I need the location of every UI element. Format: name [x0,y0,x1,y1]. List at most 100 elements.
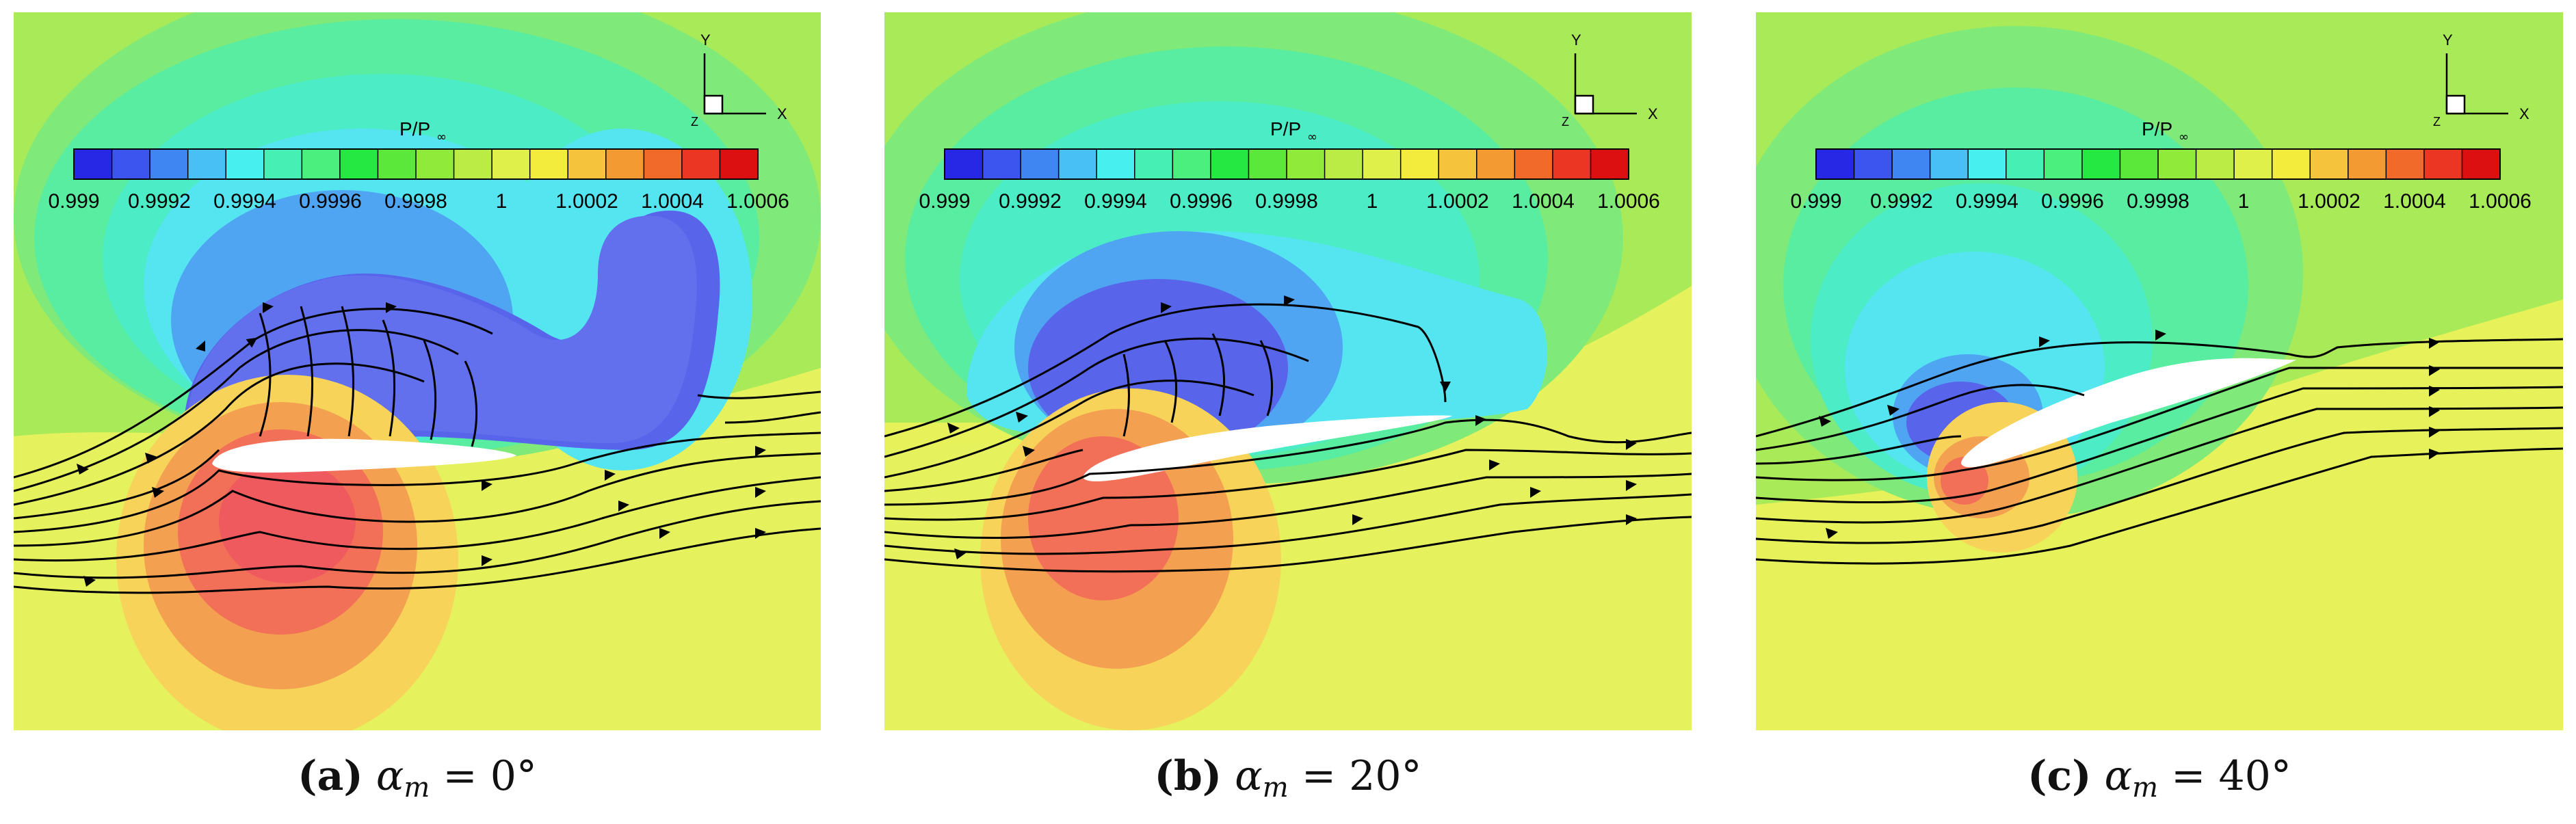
colorbar-swatch [982,149,1021,179]
axis-x-label: X [1648,105,1658,122]
colorbar-swatch [2386,149,2425,179]
panel-a: Y X Z P/P ∞ 0.999 0.9992 0.9994 0.9996 0.9998 1… [14,12,821,730]
colorbar-tick-label: 0.9998 [2127,190,2190,213]
colorbar-title-subscript: ∞ [2179,130,2189,144]
colorbar-swatch [150,149,189,179]
colorbar-swatch [1400,149,1439,179]
colorbar-tick-label: 1.0006 [2469,190,2532,213]
colorbar-title: P/P [399,118,430,139]
colorbar-swatch [2196,149,2235,179]
colorbar-swatch [302,149,341,179]
alpha-subscript: m [404,772,430,803]
colorbar-swatch [454,149,492,179]
colorbar-swatch [1816,149,1855,179]
axes-triad [703,53,766,115]
alpha-symbol: α [2104,752,2133,800]
colorbar-swatch [111,149,150,179]
colorbar-tick-label: 1.0002 [2298,190,2361,213]
equals-sign: = [1301,752,1337,800]
colorbar-tick-label: 1 [1367,190,1378,213]
colorbar-swatch [492,149,531,179]
colorbar-swatch [1892,149,1931,179]
alpha-symbol: α [1235,752,1263,800]
angle-value: 40° [2218,752,2291,800]
axis-y-label: Y [2443,31,2453,49]
colorbar-swatch [2348,149,2387,179]
colorbar-swatch [378,149,417,179]
colorbar-swatch [1438,149,1477,179]
caption-label: (a) [298,752,363,800]
streamlines [14,306,821,594]
colorbar-swatch [2310,149,2349,179]
colorbar-tick-label: 1.0006 [726,190,789,213]
streamlines [1756,338,2563,565]
colorbar-swatch [74,149,113,179]
axes-triad [2445,53,2508,115]
colorbar-title: P/P [2142,118,2172,139]
colorbar-swatch [1854,149,1893,179]
colorbar-swatch [187,149,226,179]
angle-value: 20° [1349,752,1422,800]
colorbar-swatch [1248,149,1287,179]
colorbar-swatch [2272,149,2311,179]
colorbar-tick-label: 0.9996 [299,190,362,213]
axes-triad [1574,53,1637,115]
colorbar-swatch [2423,149,2462,179]
colorbar-swatch [416,149,455,179]
streamline-arrows [77,302,766,587]
colorbar-tick-label: 0.9996 [2041,190,2104,213]
colorbar-swatch [2081,149,2120,179]
panel-c: Y X Z P/P ∞ 0.999 0.9992 0.9994 0.9996 0.9998 1… [1756,12,2563,730]
caption-a: (a) αm = 0° [14,745,821,807]
colorbar-tick-label: 0.999 [1790,190,1841,213]
airfoil [1961,358,2296,468]
streamline-arrows [947,295,1637,559]
colorbar-tick-label: 0.9994 [1956,190,2019,213]
airfoil [212,438,516,473]
colorbar-swatch [2462,149,2501,179]
colorbar-swatch [1476,149,1515,179]
panel-b: Y X Z P/P ∞ 0.999 0.9992 0.9994 0.9996 0.9998 1… [884,12,1692,730]
colorbar-swatch [263,149,302,179]
colorbar-swatch [1590,149,1629,179]
equals-sign: = [2171,752,2206,800]
colorbar-tick-label: 0.9998 [384,190,447,213]
angle-value: 0° [490,752,537,800]
alpha-subscript: m [1262,772,1289,803]
colorbar-tick-label: 1.0002 [1426,190,1489,213]
colorbar-tick-label: 1.0004 [1512,190,1575,213]
colorbar-tick-label: 0.9994 [1084,190,1147,213]
caption-c: (c) αm = 40° [1756,745,2563,807]
colorbar-swatch [945,149,984,179]
colorbar-swatch [1930,149,1969,179]
colorbar-tick-label: 0.9994 [213,190,276,213]
colorbar-swatch [2044,149,2083,179]
axis-z-label: Z [2433,115,2441,129]
colorbar-swatch [1210,149,1249,179]
colorbar-tick-label: 0.9996 [1170,190,1233,213]
equals-sign: = [443,752,477,800]
colorbar-tick-label: 1.0004 [641,190,704,213]
axis-y-label: Y [700,31,711,49]
axis-z-label: Z [1562,115,1569,129]
caption-b: (b) αm = 20° [884,745,1692,807]
colorbar-swatch [1324,149,1363,179]
colorbar-swatch [1287,149,1326,179]
colorbar-tick-label: 0.9992 [1870,190,1933,213]
caption-label: (c) [2027,752,2092,800]
colorbar-tick-label: 0.999 [48,190,99,213]
axis-z-label: Z [691,115,698,129]
colorbar-swatch [1552,149,1591,179]
colorbar-swatch [1514,149,1553,179]
alpha-subscript: m [2132,772,2159,803]
colorbar-swatch [2006,149,2045,179]
colorbar-swatch [681,149,720,179]
colorbar-swatch [720,149,759,179]
colorbar-tick-label: 1 [2238,190,2250,213]
colorbar-border [73,148,759,180]
colorbar: P/P ∞ 0.999 0.9992 0.9994 0.9996 0.9998 1 1.0002… [1790,118,2531,213]
colorbar-swatch [339,149,378,179]
axis-y-label: Y [1571,31,1581,49]
colorbar-swatch [529,149,568,179]
